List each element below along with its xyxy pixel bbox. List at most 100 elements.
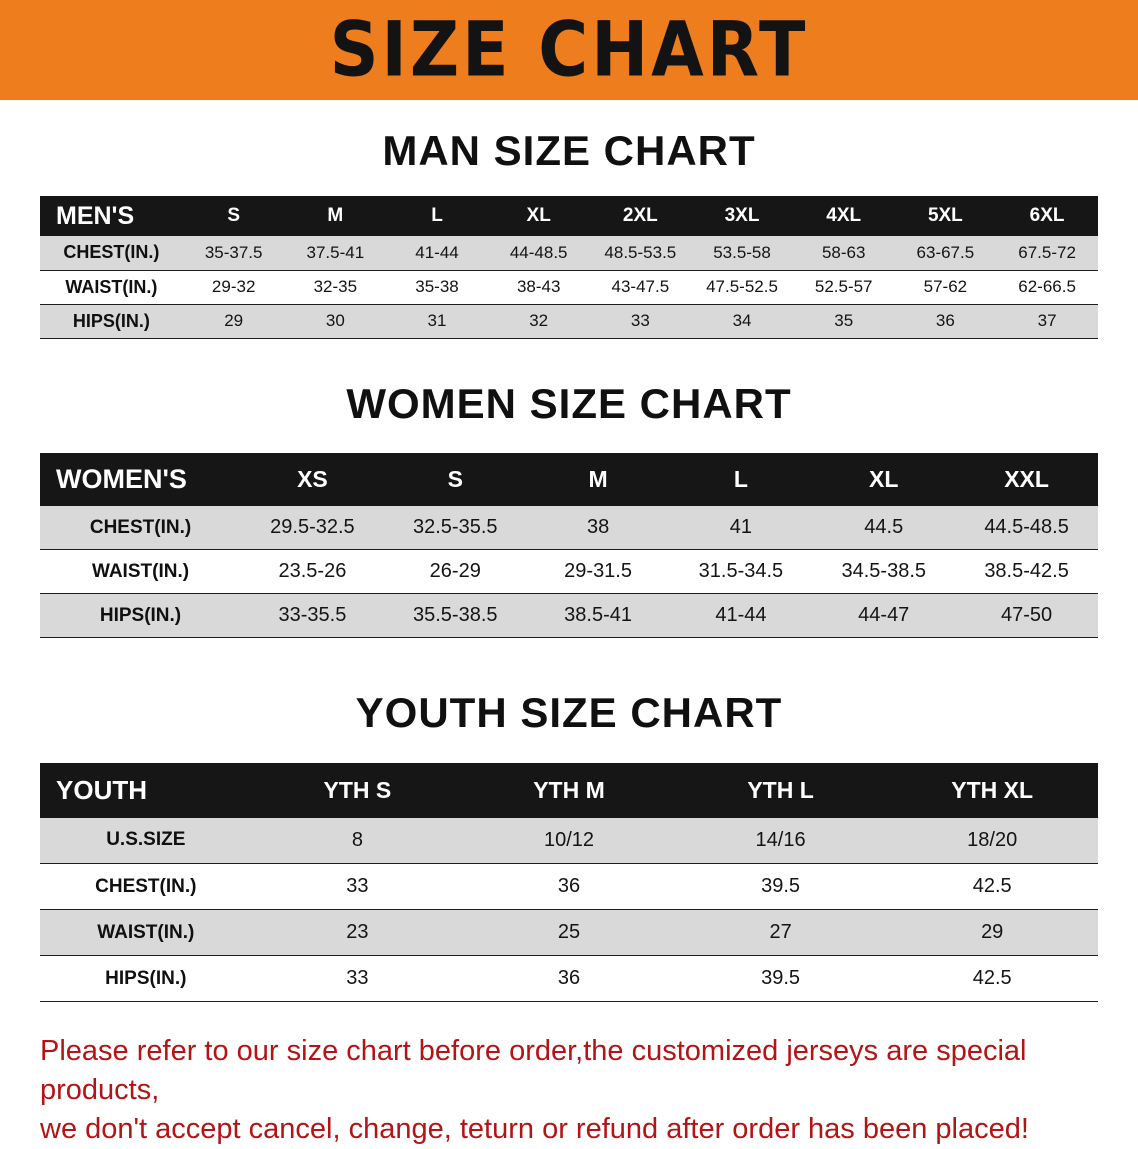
size-value: 35 bbox=[834, 311, 854, 331]
measurement-row-label: HIPS(IN.) bbox=[105, 967, 187, 989]
size-column-header: 2XL bbox=[622, 205, 658, 227]
women-section-title: WOMEN SIZE CHART bbox=[346, 379, 792, 427]
size-value: 32-35 bbox=[313, 277, 358, 297]
measurement-row: HIPS(IN.) 33-35.5 35.5-38.5 38.5-41 41-44 44-… bbox=[40, 593, 1098, 638]
measurement-row-label: HIPS(IN.) bbox=[72, 310, 150, 331]
size-value: 26-29 bbox=[429, 560, 481, 583]
size-value: 25 bbox=[557, 921, 581, 944]
size-value: 33 bbox=[630, 311, 650, 331]
size-value: 35-38 bbox=[415, 277, 459, 297]
size-column-header: 5XL bbox=[927, 205, 963, 227]
size-value: 33 bbox=[346, 967, 369, 990]
size-value: 27 bbox=[769, 921, 792, 944]
measurement-row: U.S.SIZE 8 10/12 14/16 18/20 bbox=[40, 817, 1098, 864]
size-value: 47-50 bbox=[1001, 604, 1053, 627]
women-size-table: WOMEN'S XS S M L XL XXL CHEST(IN.) 29.5-32.5 32.5… bbox=[40, 452, 1098, 639]
size-value: 23.5-26 bbox=[278, 560, 347, 583]
size-value: 29.5-32.5 bbox=[270, 516, 355, 539]
size-value: 36 bbox=[557, 967, 581, 990]
measurement-row: CHEST(IN.) 35-37.5 37.5-41 41-44 44-48.5 48.5… bbox=[40, 236, 1098, 271]
size-value: 41-44 bbox=[415, 242, 459, 262]
size-value: 39.5 bbox=[761, 967, 801, 990]
banner-title: SIZE CHART bbox=[329, 5, 809, 95]
size-column-header: S bbox=[227, 205, 240, 227]
size-column-header: YTH S bbox=[323, 776, 392, 803]
measurement-row: WAIST(IN.) 29-32 32-35 35-38 38-43 43-47.5 47.… bbox=[40, 270, 1098, 305]
measurement-row: HIPS(IN.) 29 30 31 32 33 34 35 36 37 bbox=[40, 304, 1098, 339]
size-value: 38 bbox=[586, 516, 610, 539]
section-women-size-chart: WOMEN SIZE CHART WOMEN'S XS S M L XL XXL CHEST(… bbox=[0, 379, 1138, 639]
size-value: 47.5-52.5 bbox=[706, 277, 778, 297]
table-corner-label: WOMEN'S bbox=[56, 463, 187, 494]
size-value: 38.5-41 bbox=[564, 604, 632, 627]
size-column-header: YTH M bbox=[533, 776, 605, 803]
section-man-size-chart: MAN SIZE CHART MEN'S S M L XL 2XL 3XL 4XL 5XL 6XL… bbox=[0, 127, 1138, 339]
size-value: 30 bbox=[325, 311, 345, 331]
size-value: 32 bbox=[529, 311, 549, 331]
size-value: 34 bbox=[732, 311, 752, 331]
measurement-row: CHEST(IN.) 33 36 39.5 42.5 bbox=[40, 863, 1098, 910]
measurement-row-label: WAIST(IN.) bbox=[65, 276, 158, 297]
size-column-header: 3XL bbox=[724, 205, 760, 227]
youth-section-title: YOUTH SIZE CHART bbox=[355, 689, 783, 737]
size-value: 29-32 bbox=[211, 277, 256, 297]
size-value: 53.5-58 bbox=[713, 242, 771, 262]
size-column-header: L bbox=[733, 465, 748, 492]
size-column-header: M bbox=[327, 205, 344, 227]
size-header-row: MEN'S S M L XL 2XL 3XL 4XL 5XL 6XL bbox=[40, 196, 1098, 237]
size-chart-content: MAN SIZE CHART MEN'S S M L XL 2XL 3XL 4XL 5XL 6XL… bbox=[0, 127, 1138, 1149]
size-value: 35-37.5 bbox=[204, 242, 263, 262]
size-value: 33-35.5 bbox=[278, 604, 347, 627]
size-value: 31 bbox=[427, 311, 447, 331]
size-value: 36 bbox=[935, 311, 955, 331]
size-value: 35.5-38.5 bbox=[413, 604, 498, 627]
measurement-row-label: WAIST(IN.) bbox=[91, 560, 190, 582]
size-value: 42.5 bbox=[972, 967, 1012, 990]
size-value: 33 bbox=[346, 875, 369, 898]
size-value: 29 bbox=[224, 311, 244, 331]
size-value: 44.5 bbox=[864, 516, 904, 539]
size-column-header: M bbox=[588, 465, 608, 492]
size-chart-banner: SIZE CHART bbox=[0, 0, 1138, 100]
size-value: 38-43 bbox=[516, 277, 561, 297]
size-value: 31.5-34.5 bbox=[698, 560, 784, 583]
size-column-header: YTH L bbox=[747, 776, 814, 803]
size-value: 57-62 bbox=[923, 277, 968, 297]
size-value: 14/16 bbox=[755, 828, 806, 851]
size-value: 63-67.5 bbox=[916, 242, 975, 262]
size-value: 36 bbox=[557, 875, 581, 898]
size-value: 32.5-35.5 bbox=[413, 516, 498, 539]
measurement-row-label: CHEST(IN.) bbox=[95, 875, 197, 897]
order-policy-note-line1: Please refer to our size chart before or… bbox=[40, 1035, 1027, 1107]
measurement-row-label: U.S.SIZE bbox=[106, 829, 186, 851]
size-value: 8 bbox=[351, 828, 363, 851]
size-value: 44-47 bbox=[858, 604, 910, 627]
man-size-table: MEN'S S M L XL 2XL 3XL 4XL 5XL 6XL CHEST(IN.) 35-37… bbox=[40, 196, 1098, 339]
measurement-row-label: CHEST(IN.) bbox=[63, 242, 160, 263]
size-header-row: WOMEN'S XS S M L XL XXL bbox=[40, 452, 1098, 506]
man-section-title: MAN SIZE CHART bbox=[382, 127, 756, 174]
measurement-row-label: CHEST(IN.) bbox=[89, 516, 192, 538]
size-value: 52.5-57 bbox=[814, 277, 873, 297]
size-value: 29 bbox=[981, 921, 1004, 944]
size-value: 44-48.5 bbox=[509, 242, 568, 262]
size-column-header: XL bbox=[869, 465, 899, 492]
measurement-row-label: WAIST(IN.) bbox=[97, 921, 195, 943]
size-value: 41-44 bbox=[715, 604, 767, 627]
size-column-header: S bbox=[447, 465, 463, 492]
size-value: 23 bbox=[346, 921, 369, 944]
section-youth-size-chart: YOUTH SIZE CHART YOUTH YTH S YTH M YTH L YTH… bbox=[0, 690, 1138, 1002]
measurement-row-label: HIPS(IN.) bbox=[99, 604, 182, 626]
size-column-header: XXL bbox=[1004, 465, 1049, 492]
measurement-row: WAIST(IN.) 23 25 27 29 bbox=[40, 909, 1098, 956]
size-column-header: L bbox=[431, 205, 443, 227]
measurement-row: CHEST(IN.) 29.5-32.5 32.5-35.5 38 41 44.5 44.5… bbox=[40, 505, 1098, 550]
size-column-header: XL bbox=[526, 205, 551, 227]
size-value: 18/20 bbox=[967, 828, 1018, 851]
size-value: 44.5-48.5 bbox=[984, 516, 1069, 539]
measurement-row: HIPS(IN.) 33 36 39.5 42.5 bbox=[40, 955, 1098, 1002]
table-corner-label: YOUTH bbox=[56, 774, 147, 805]
size-value: 43-47.5 bbox=[611, 277, 670, 297]
size-value: 58-63 bbox=[821, 242, 866, 262]
size-header-row: YOUTH YTH S YTH M YTH L YTH XL bbox=[40, 762, 1098, 818]
